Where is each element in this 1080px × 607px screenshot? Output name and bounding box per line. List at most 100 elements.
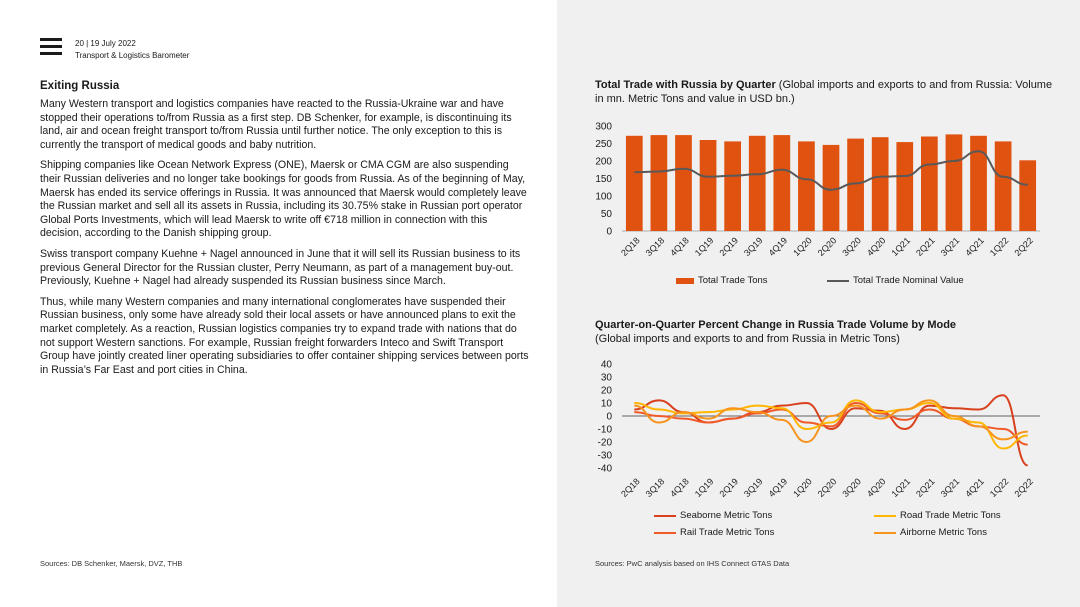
bar (798, 141, 815, 231)
y-tick-label: 30 (601, 373, 613, 384)
paragraph: Many Western transport and logistics com… (40, 98, 512, 151)
x-tick-label: 2Q20 (816, 476, 839, 499)
chart2-subtitle: (Global imports and exports to and from … (595, 333, 900, 345)
bar (822, 144, 840, 231)
y-tick-label: 50 (601, 209, 613, 220)
article-panel: 20 | 19 July 2022 Transport & Logistics … (40, 38, 530, 568)
chart2-legend-airborne: Airborne Metric Tons (874, 527, 987, 538)
x-tick-label: 3Q21 (939, 235, 962, 258)
x-tick-label: 3Q21 (939, 476, 962, 499)
x-tick-label: 2Q21 (914, 235, 937, 258)
x-tick-label: 4Q21 (963, 235, 986, 258)
bar (896, 142, 914, 231)
x-tick-label: 2Q18 (619, 476, 642, 499)
page-number-date: 20 | 19 July 2022 (75, 39, 136, 48)
legend-line-swatch (874, 514, 896, 517)
legend-bar-swatch (676, 277, 694, 284)
page-header: 20 | 19 July 2022 Transport & Logistics … (75, 38, 189, 62)
nominal-value-line (634, 150, 1028, 191)
x-tick-label: 2Q22 (1012, 235, 1035, 258)
article-sources: Sources: DB Schenker, Maersk, DVZ, THB (40, 559, 183, 568)
section-title: Exiting Russia (40, 80, 120, 92)
legend-label: Total Trade Tons (698, 275, 768, 286)
legend-line-swatch (874, 531, 896, 534)
y-tick-label: -30 (598, 451, 613, 462)
legend-line-swatch (654, 514, 676, 517)
x-tick-label: 2Q22 (1012, 476, 1035, 499)
paragraph: Thus, while many Western companies and m… (40, 295, 529, 376)
x-tick-label: 1Q20 (791, 476, 814, 499)
x-tick-label: 2Q20 (816, 235, 839, 258)
legend-label: Airborne Metric Tons (900, 527, 987, 538)
x-tick-label: 2Q19 (717, 235, 740, 258)
bar (675, 135, 692, 231)
x-tick-label: 3Q20 (840, 235, 863, 258)
x-tick-label: 3Q19 (742, 235, 765, 258)
chart2-legend-road: Road Trade Metric Tons (874, 510, 1001, 521)
bar (920, 136, 938, 231)
x-tick-label: 3Q20 (840, 476, 863, 499)
chart1-title-block: Total Trade with Russia by Quarter (Glob… (595, 78, 1055, 106)
x-tick-label: 4Q20 (865, 235, 888, 258)
chart2-legend-rail: Rail Trade Metric Tons (654, 527, 774, 538)
series-line (634, 399, 1028, 444)
legend-line-swatch (827, 279, 849, 282)
y-tick-label: 40 (601, 360, 613, 371)
hamburger-menu-icon[interactable] (40, 38, 62, 56)
x-tick-label: 4Q18 (668, 476, 691, 499)
x-tick-label: 1Q19 (693, 235, 716, 258)
series-line (634, 394, 1029, 467)
y-tick-label: 0 (606, 227, 612, 238)
charts-panel (557, 0, 1080, 607)
y-tick-label: 200 (595, 157, 612, 168)
x-tick-label: 1Q21 (890, 476, 913, 499)
y-tick-label: -10 (598, 425, 613, 436)
legend-line-swatch (654, 531, 676, 534)
x-tick-label: 4Q20 (865, 476, 888, 499)
x-tick-label: 4Q18 (668, 235, 691, 258)
bar (970, 135, 987, 231)
y-tick-label: 0 (606, 412, 612, 423)
bar (625, 135, 643, 231)
legend-label: Rail Trade Metric Tons (680, 527, 775, 538)
x-tick-label: 1Q22 (988, 235, 1011, 258)
paragraph: Swiss transport company Kuehne + Nagel a… (40, 247, 521, 288)
bar (650, 135, 668, 231)
chart1-legend-line: Total Trade Nominal Value (827, 275, 964, 286)
bar (773, 135, 791, 231)
bar (847, 138, 864, 231)
chart1-title: Total Trade with Russia by Quarter (595, 79, 776, 91)
y-tick-label: 20 (601, 386, 613, 397)
x-tick-label: 1Q22 (988, 476, 1011, 499)
legend-label: Road Trade Metric Tons (900, 510, 1001, 521)
x-tick-label: 3Q18 (644, 235, 667, 258)
y-tick-label: 100 (595, 192, 612, 203)
y-tick-label: -40 (598, 464, 613, 475)
x-tick-label: 3Q18 (644, 476, 667, 499)
chart2-title: Quarter-on-Quarter Percent Change in Rus… (595, 319, 957, 331)
mode-change-chart: 40 30 20 10 0 -10 -20 -30 -40 2Q18 3Q18 4Q18 1Q19 2Q1… (598, 360, 1040, 499)
y-tick-label: 10 (601, 399, 613, 410)
legend-label: Total Trade Nominal Value (853, 275, 964, 286)
x-tick-label: 1Q21 (890, 235, 913, 258)
x-tick-label: 1Q19 (693, 476, 716, 499)
paragraph: Shipping companies like Ocean Network Ex… (40, 159, 527, 240)
chart1-subtitle: (Global imports and exports to and from … (595, 79, 1053, 105)
bar (994, 141, 1012, 231)
publication-name: Transport & Logistics Barometer (75, 51, 190, 60)
x-tick-label: 4Q19 (767, 476, 790, 499)
x-tick-label: 4Q21 (963, 476, 986, 499)
bar (871, 137, 889, 231)
x-tick-label: 2Q21 (914, 476, 937, 499)
bar (724, 141, 742, 231)
chart-sources: Sources: PwC analysis based on IHS Conne… (595, 559, 790, 568)
x-tick-label: 4Q19 (767, 235, 790, 258)
x-tick-label: 2Q19 (717, 476, 740, 499)
article-body: Many Western transport and logistics com… (40, 98, 530, 384)
y-tick-label: -20 (598, 438, 613, 449)
bar (699, 140, 717, 231)
chart2-title-block: Quarter-on-Quarter Percent Change in Rus… (595, 318, 1055, 346)
bar (748, 135, 766, 231)
y-tick-label: 150 (595, 174, 612, 185)
